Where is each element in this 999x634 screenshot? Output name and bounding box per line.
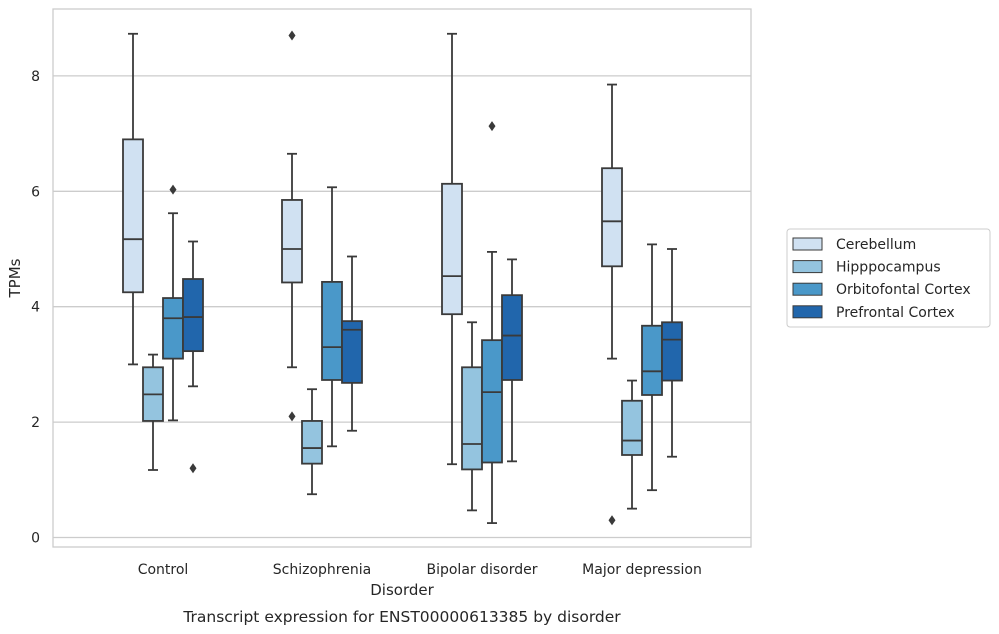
legend-swatch xyxy=(792,260,823,274)
box-group xyxy=(341,255,363,432)
outlier-point xyxy=(288,411,296,422)
outlier-point xyxy=(169,184,177,195)
outlier-point xyxy=(189,463,197,474)
box-group xyxy=(281,30,303,422)
legend-swatch xyxy=(792,305,823,319)
box xyxy=(661,321,683,382)
x-tick-label: Control xyxy=(138,562,189,578)
box-group xyxy=(142,353,164,471)
grid-layer xyxy=(53,75,751,539)
box xyxy=(122,138,144,294)
box xyxy=(162,297,184,360)
box-group xyxy=(621,379,643,510)
x-tick-label: Bipolar disorder xyxy=(426,562,537,578)
outlier-point xyxy=(608,515,616,526)
legend-label: Hipppocampus xyxy=(836,260,941,276)
box xyxy=(621,399,643,456)
box-group xyxy=(301,388,323,496)
box xyxy=(341,320,363,384)
box-group xyxy=(661,248,683,458)
x-axis-label: Disorder xyxy=(370,581,434,599)
box xyxy=(461,366,483,471)
box xyxy=(301,420,323,465)
box-group xyxy=(641,243,663,492)
box-group xyxy=(601,83,623,526)
y-axis-label: TPMs xyxy=(6,258,24,298)
box xyxy=(321,280,343,381)
y-tick-label: 6 xyxy=(31,184,40,200)
box xyxy=(281,199,303,284)
chart-caption: Transcript expression for ENST0000061338… xyxy=(182,608,621,626)
x-tick-label: Major depression xyxy=(582,562,702,578)
legend-label: Prefrontal Cortex xyxy=(836,305,955,321)
box-group xyxy=(481,121,503,524)
box xyxy=(481,339,503,464)
y-tick-label: 8 xyxy=(31,69,40,85)
outlier-point xyxy=(288,30,296,41)
x-tick-label: Schizophrenia xyxy=(273,562,371,578)
legend-label: Cerebellum xyxy=(836,237,916,253)
box-group xyxy=(461,321,483,512)
y-tick-label: 0 xyxy=(31,531,40,547)
legend: Cerebellum Hipppocampus Orbitofontal Corte… xyxy=(786,228,991,328)
box-group xyxy=(182,240,204,474)
box xyxy=(441,182,463,316)
box-group xyxy=(162,184,184,422)
outlier-point xyxy=(488,121,496,132)
box xyxy=(501,294,523,381)
y-tick-label: 4 xyxy=(31,300,40,316)
box-group xyxy=(441,32,463,466)
box xyxy=(182,278,204,353)
box-group xyxy=(321,186,343,448)
legend-label: Orbitofontal Cortex xyxy=(836,282,971,298)
box-group xyxy=(501,258,523,463)
legend-swatch xyxy=(792,237,823,251)
ticks-layer: 0 2 4 6 8 Control Schizophrenia Bipolar disorde… xyxy=(31,69,702,578)
y-tick-label: 2 xyxy=(31,415,40,431)
legend-swatch xyxy=(792,282,823,296)
legend-frame xyxy=(786,228,991,328)
box-group xyxy=(122,32,144,366)
box xyxy=(641,324,663,396)
box xyxy=(601,167,623,268)
plot-frame xyxy=(52,8,752,548)
boxes-layer xyxy=(122,30,683,526)
